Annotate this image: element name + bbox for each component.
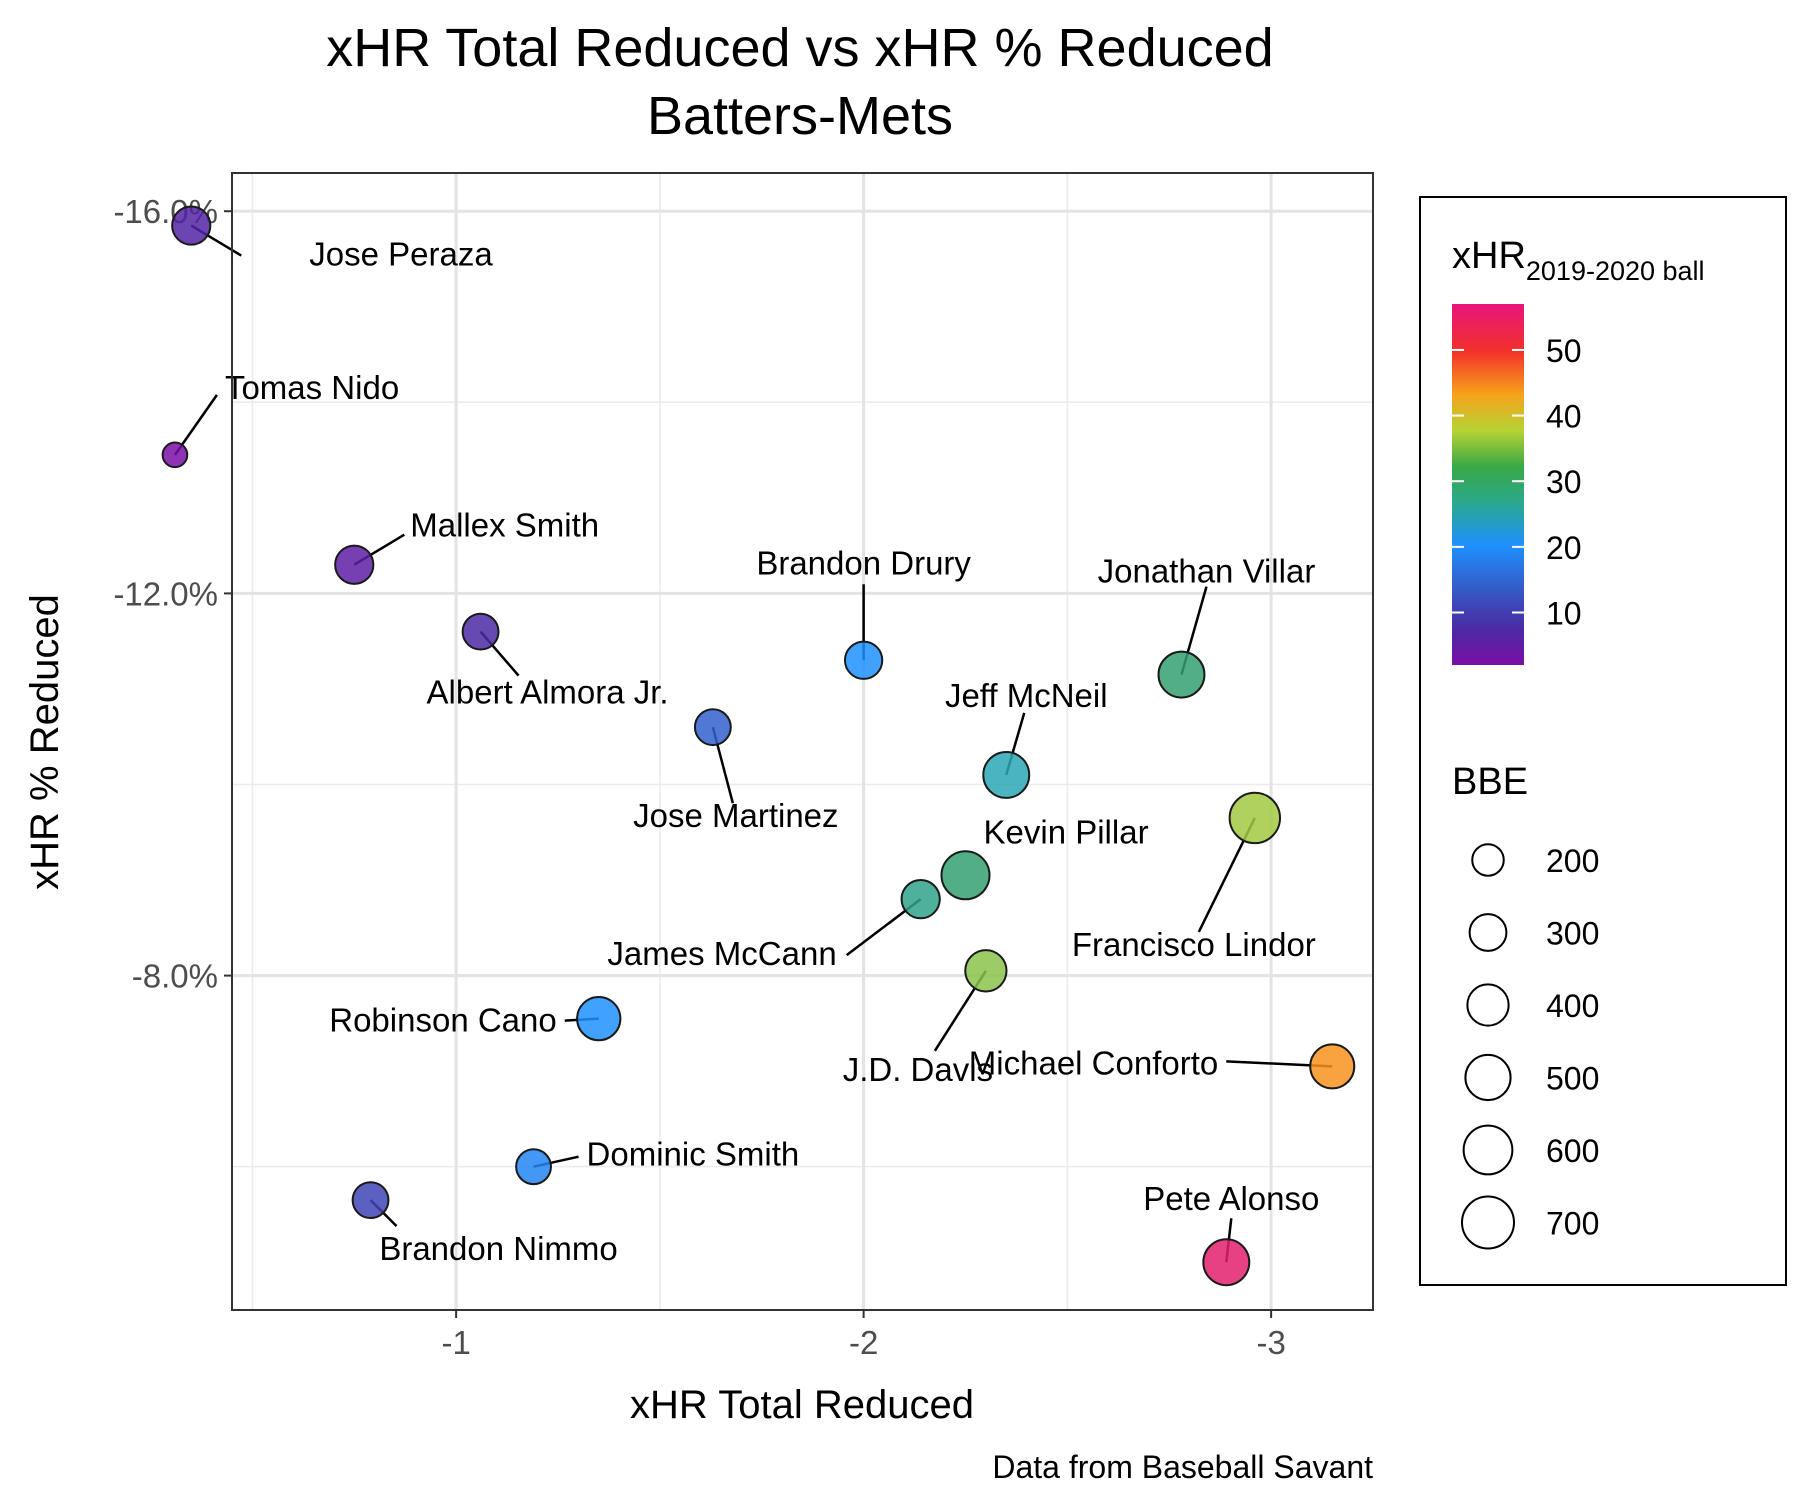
chart-subtitle: Batters-Mets [647, 86, 953, 146]
data-label: J.D. Davis [843, 1051, 993, 1088]
data-label: Jonathan Villar [1098, 553, 1316, 590]
size-legend-label: 600 [1546, 1133, 1599, 1169]
size-legend-circle [1471, 843, 1505, 877]
data-point [982, 750, 1031, 799]
chart-title: xHR Total Reduced vs xHR % Reduced [326, 18, 1273, 78]
data-label: Pete Alonso [1143, 1180, 1319, 1217]
data-labels: Francisco Lindor Kevin Pillar Jonathan Vil… [225, 236, 1319, 1268]
color-bar [1452, 304, 1524, 665]
y-axis-ticks: -16.0%-12.0%-8.0% [113, 193, 232, 995]
data-point [461, 612, 500, 651]
color-bar-tick-label: 50 [1546, 333, 1582, 369]
data-label: Kevin Pillar [984, 813, 1149, 850]
data-point [515, 1148, 552, 1186]
data-point [900, 879, 941, 920]
size-legend-circle [1461, 1195, 1515, 1250]
color-bar-tick-label: 20 [1546, 530, 1582, 566]
size-legend-label: 700 [1546, 1206, 1599, 1242]
size-legend-circle [1466, 983, 1510, 1027]
data-point [334, 544, 375, 585]
data-point [171, 205, 212, 246]
data-point [1309, 1043, 1356, 1090]
data-label: Michael Conforto [969, 1044, 1218, 1081]
data-point [1157, 650, 1206, 699]
size-legend-items: 200 300 400 500 600 700 [1461, 843, 1599, 1250]
data-point [1202, 1238, 1251, 1287]
plot-border [231, 172, 1374, 1311]
size-legend-circle [1468, 913, 1508, 952]
data-point [161, 441, 189, 469]
data-point [940, 850, 991, 901]
color-legend-title-sub: 2019-2020 ball [1526, 256, 1705, 286]
y-tick-label: -8.0% [132, 958, 218, 995]
data-point [351, 1181, 390, 1220]
size-legend-title: BBE [1452, 761, 1528, 803]
data-label: Francisco Lindor [1072, 926, 1316, 963]
data-points [161, 205, 1356, 1287]
data-point [576, 995, 622, 1042]
data-label: Dominic Smith [587, 1136, 800, 1173]
x-tick-label: -1 [441, 1324, 470, 1361]
x-tick-label: -2 [849, 1324, 878, 1361]
size-legend-circle [1462, 1124, 1514, 1176]
x-axis-label: xHR Total Reduced [630, 1383, 974, 1427]
legend: xHR2019-2020 ball 10 20 30 40 50 BBE 200 300 4… [1419, 196, 1787, 1286]
size-legend-label: 400 [1546, 988, 1599, 1024]
color-bar-tick-label: 40 [1546, 399, 1582, 435]
color-bar-ticks: 10 20 30 40 50 [1452, 333, 1582, 631]
color-legend-title: xHR2019-2020 ball [1452, 235, 1705, 286]
data-label: Mallex Smith [410, 507, 599, 544]
grid-lines [232, 173, 1373, 1310]
color-bar-tick-label: 10 [1546, 595, 1582, 631]
size-legend-label: 300 [1546, 916, 1599, 952]
data-label: James McCann [607, 935, 836, 972]
data-label: Jose Martinez [633, 797, 838, 834]
y-axis-label: xHR % Reduced [23, 594, 67, 890]
data-label: Brandon Drury [756, 544, 971, 581]
y-tick-label: -12.0% [113, 575, 218, 612]
data-point [1228, 791, 1282, 845]
data-label: Robinson Cano [329, 1002, 557, 1039]
data-point [843, 640, 884, 680]
data-label: Brandon Nimmo [379, 1230, 617, 1267]
data-point [964, 949, 1008, 993]
x-axis-ticks: -1 -2 -3 [441, 1310, 1286, 1361]
size-legend-label: 200 [1546, 843, 1599, 879]
caption: Data from Baseball Savant [992, 1449, 1373, 1485]
data-label: Albert Almora Jr. [427, 674, 669, 711]
size-legend-circle [1464, 1053, 1512, 1102]
plot-panel [232, 173, 1373, 1310]
data-point [693, 708, 732, 747]
size-legend-label: 500 [1546, 1061, 1599, 1097]
data-label: Jose Peraza [309, 236, 493, 273]
data-label: Tomas Nido [225, 369, 399, 406]
color-bar-tick-label: 30 [1546, 464, 1582, 500]
x-tick-label: -3 [1256, 1324, 1285, 1361]
color-legend-title-main: xHR [1452, 235, 1526, 277]
data-label: Jeff McNeil [945, 677, 1108, 714]
